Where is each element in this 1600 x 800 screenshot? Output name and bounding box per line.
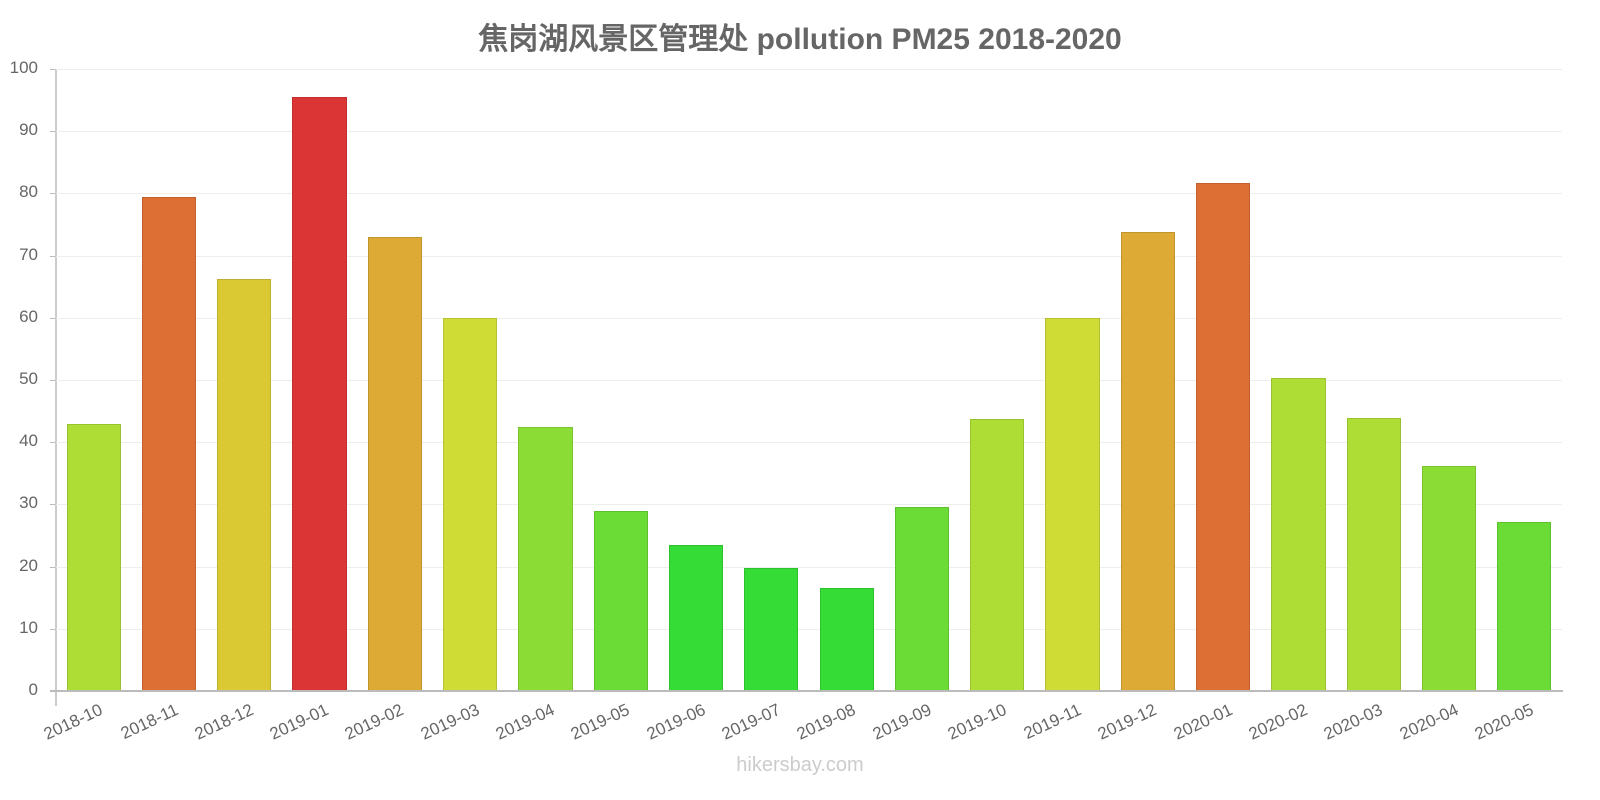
gridline: [56, 193, 1562, 195]
bar-2019-04[interactable]: [518, 427, 573, 691]
bar-2019-07[interactable]: [744, 567, 799, 691]
y-tick-label: 90: [19, 120, 38, 140]
bar-2020-01[interactable]: [1196, 183, 1251, 691]
y-tick-label: 0: [28, 680, 38, 699]
bar-2019-10[interactable]: [970, 419, 1025, 691]
gridline: [56, 504, 1562, 506]
x-tick-label: 2019-09: [869, 700, 934, 744]
bar-2020-03[interactable]: [1346, 417, 1401, 691]
x-tick-label: 2019-04: [492, 700, 558, 744]
x-tick-label: 2020-02: [1245, 700, 1311, 744]
x-tick-label: 2018-12: [191, 700, 257, 744]
gridline: [56, 131, 1562, 133]
gridline: [56, 317, 1562, 319]
x-tick-label: 2018-10: [41, 700, 106, 744]
x-tick-label: 2018-11: [117, 700, 181, 744]
y-tick-mark: [50, 255, 56, 257]
bar-2019-08[interactable]: [819, 587, 874, 691]
y-tick-label: 10: [19, 617, 38, 637]
bar-2018-10[interactable]: [66, 423, 121, 691]
x-tick-label: 2019-08: [794, 700, 859, 744]
gridline: [56, 255, 1562, 257]
bar-2019-12[interactable]: [1120, 231, 1175, 691]
bar-2019-01[interactable]: [292, 97, 347, 691]
y-tick-mark: [50, 131, 56, 133]
bar-2019-09[interactable]: [894, 506, 950, 691]
gridline: [56, 442, 1562, 444]
x-tick-label: 2020-04: [1396, 700, 1462, 744]
y-tick-mark: [50, 628, 56, 630]
bar-2019-06[interactable]: [668, 545, 724, 691]
plot-area: [56, 69, 1562, 691]
x-tick-label: 2020-05: [1471, 700, 1537, 744]
bar-2018-12[interactable]: [217, 278, 272, 691]
y-tick-mark: [50, 566, 56, 568]
y-tick-label: 30: [19, 493, 38, 513]
x-tick-label: 2019-05: [568, 700, 633, 744]
y-tick-mark: [50, 380, 56, 381]
x-tick-label: 2020-01: [1170, 700, 1236, 744]
gridline: [56, 69, 1562, 70]
y-tick-mark: [50, 442, 56, 444]
y-tick-label: 70: [19, 244, 38, 264]
x-tick-label: 2019-11: [1021, 700, 1085, 744]
x-tick-label: 2019-10: [944, 700, 1010, 744]
bar-2020-02[interactable]: [1271, 377, 1326, 691]
y-tick-mark: [50, 504, 56, 506]
y-tick-mark: [50, 193, 56, 195]
x-tick-label: 2019-02: [342, 700, 407, 744]
gridline: [56, 566, 1562, 568]
bar-2019-11[interactable]: [1045, 317, 1100, 691]
y-tick-label: 40: [19, 431, 38, 451]
gridline: [56, 628, 1562, 630]
bar-2020-04[interactable]: [1421, 465, 1477, 691]
bar-2018-11[interactable]: [141, 197, 197, 691]
bar-2019-02[interactable]: [367, 236, 422, 691]
watermark: hikersbay.com: [736, 754, 864, 776]
x-tick-label: 2019-01: [267, 700, 332, 744]
gridline: [56, 380, 1562, 381]
y-tick-label: 20: [19, 555, 38, 575]
bar-2019-03[interactable]: [443, 318, 498, 691]
y-tick-mark: [50, 317, 56, 319]
x-tick-label: 2019-07: [718, 700, 784, 744]
y-tick-label: 80: [19, 182, 38, 202]
x-tick-label: 2019-03: [417, 700, 483, 744]
x-tick-label: 2019-12: [1095, 700, 1160, 744]
y-tick-mark: [50, 69, 56, 70]
y-tick-label: 60: [19, 306, 38, 326]
x-tick-label: 2019-06: [643, 700, 709, 744]
bar-2019-05[interactable]: [593, 510, 648, 691]
x-axis-line: [50, 690, 1563, 692]
bar-2020-05[interactable]: [1497, 522, 1552, 691]
chart-title: 焦岗湖风景区管理处 pollution PM25 2018-2020: [478, 23, 1122, 56]
x-tick-label: 2020-03: [1321, 700, 1386, 744]
y-axis-line: [55, 69, 57, 706]
y-tick-label: 50: [19, 369, 38, 388]
y-tick-label: 100: [9, 58, 38, 77]
